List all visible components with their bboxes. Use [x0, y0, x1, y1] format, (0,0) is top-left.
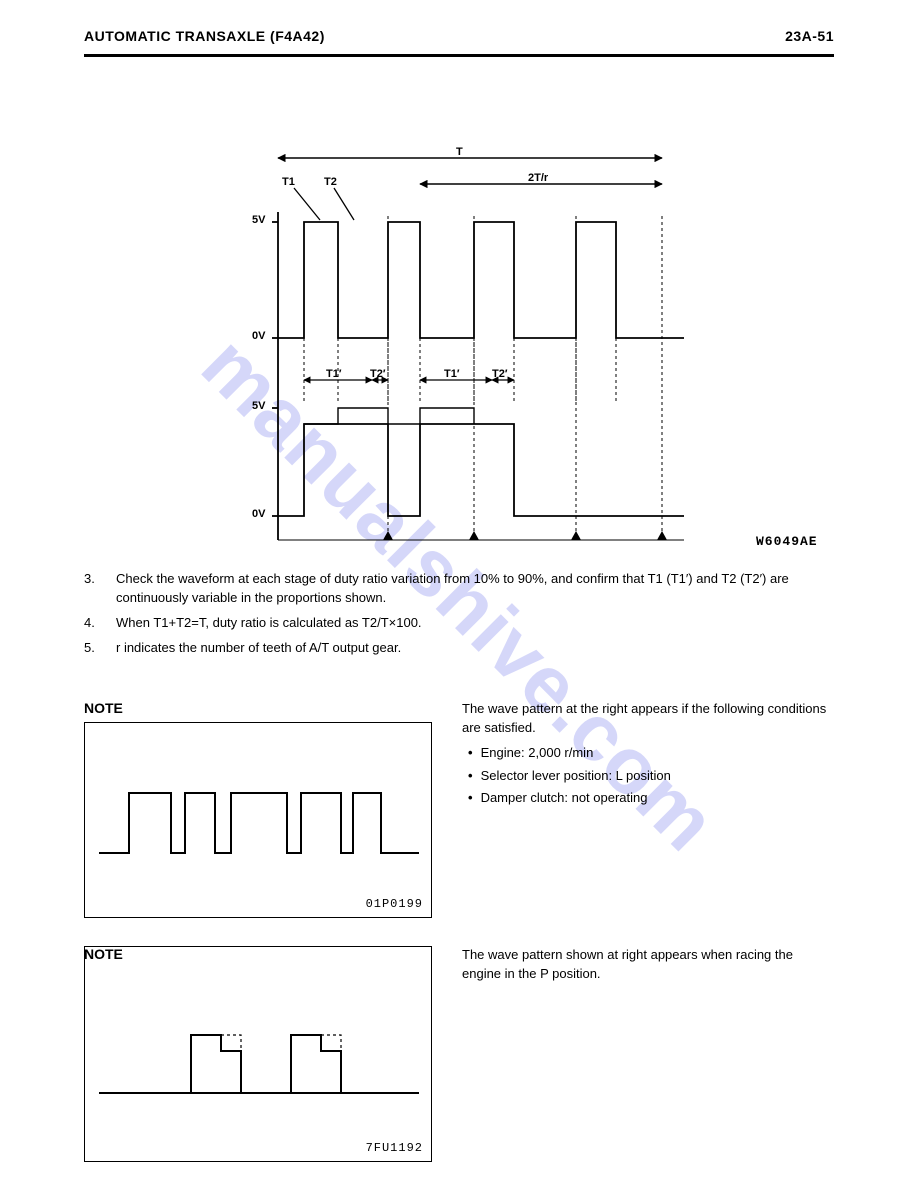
dim-label-T1p-a: T1′ [326, 368, 341, 380]
step-4: 4. When T1+T2=T, duty ratio is calculate… [84, 614, 834, 633]
mini-1-code: 01P0199 [366, 897, 423, 911]
bullet-text: Engine: 2,000 r/min [481, 744, 594, 763]
steps: 3. Check the waveform at each stage of d… [84, 570, 834, 663]
note-1-bullet-0: • Engine: 2,000 r/min [468, 744, 834, 763]
step-text: r indicates the number of teeth of A/T o… [116, 639, 834, 658]
step-3: 3. Check the waveform at each stage of d… [84, 570, 834, 608]
header-rule [84, 54, 834, 57]
note-2-lead: The wave pattern shown at right appears … [462, 946, 834, 984]
step-number: 5. [84, 639, 106, 658]
dim-label-T2p-b: T2′ [492, 368, 507, 380]
header-right: 23A-51 [785, 28, 834, 44]
step-number: 3. [84, 570, 106, 608]
pointer-label-T2: T2 [324, 176, 337, 188]
pane-b-lo: 0V [252, 508, 265, 520]
bullet-icon: • [468, 767, 473, 786]
pointer-label-T1: T1 [282, 176, 295, 188]
dim-label-T: T [456, 146, 463, 158]
mini-2-code: 7FU1192 [366, 1141, 423, 1155]
dim-label-T1p-b: T1′ [444, 368, 459, 380]
dim-label-T2p-a: T2′ [370, 368, 385, 380]
step-5: 5. r indicates the number of teeth of A/… [84, 639, 834, 658]
pane-b-hi: 5V [252, 400, 265, 412]
mini-waveform-1: 01P0199 [84, 722, 432, 918]
step-text: When T1+T2=T, duty ratio is calculated a… [116, 614, 834, 633]
main-diagram-code: W6049AE [756, 534, 818, 549]
step-text: Check the waveform at each stage of duty… [116, 570, 834, 608]
main-timing-diagram: T 2T/r T1 T2 5V 0V T1′ T2′ T1′ T2′ 5V 0V [256, 128, 694, 546]
pane-a-lo: 0V [252, 330, 265, 342]
bullet-text: Selector lever position: L position [481, 767, 671, 786]
step-number: 4. [84, 614, 106, 633]
dim-label-2Tr: 2T/r [528, 172, 548, 184]
header-left: AUTOMATIC TRANSAXLE (F4A42) [84, 28, 325, 44]
note-1-bullet-1: • Selector lever position: L position [468, 767, 834, 786]
bullet-icon: • [468, 789, 473, 808]
mini-waveform-2: 7FU1192 [84, 946, 432, 1162]
main-diagram-svg [256, 128, 694, 546]
note-1-bullet-2: • Damper clutch: not operating [468, 789, 834, 808]
bullet-icon: • [468, 744, 473, 763]
bullet-text: Damper clutch: not operating [481, 789, 648, 808]
note-1-title: NOTE [84, 700, 123, 716]
mini-2-svg [85, 947, 433, 1163]
pane-a-hi: 5V [252, 214, 265, 226]
mini-1-svg [85, 723, 433, 919]
page: AUTOMATIC TRANSAXLE (F4A42) 23A-51 manua… [0, 0, 918, 1188]
note-1-lead: The wave pattern at the right appears if… [462, 700, 834, 738]
note-1-body: The wave pattern at the right appears if… [462, 700, 834, 812]
note-2-body: The wave pattern shown at right appears … [462, 946, 834, 990]
